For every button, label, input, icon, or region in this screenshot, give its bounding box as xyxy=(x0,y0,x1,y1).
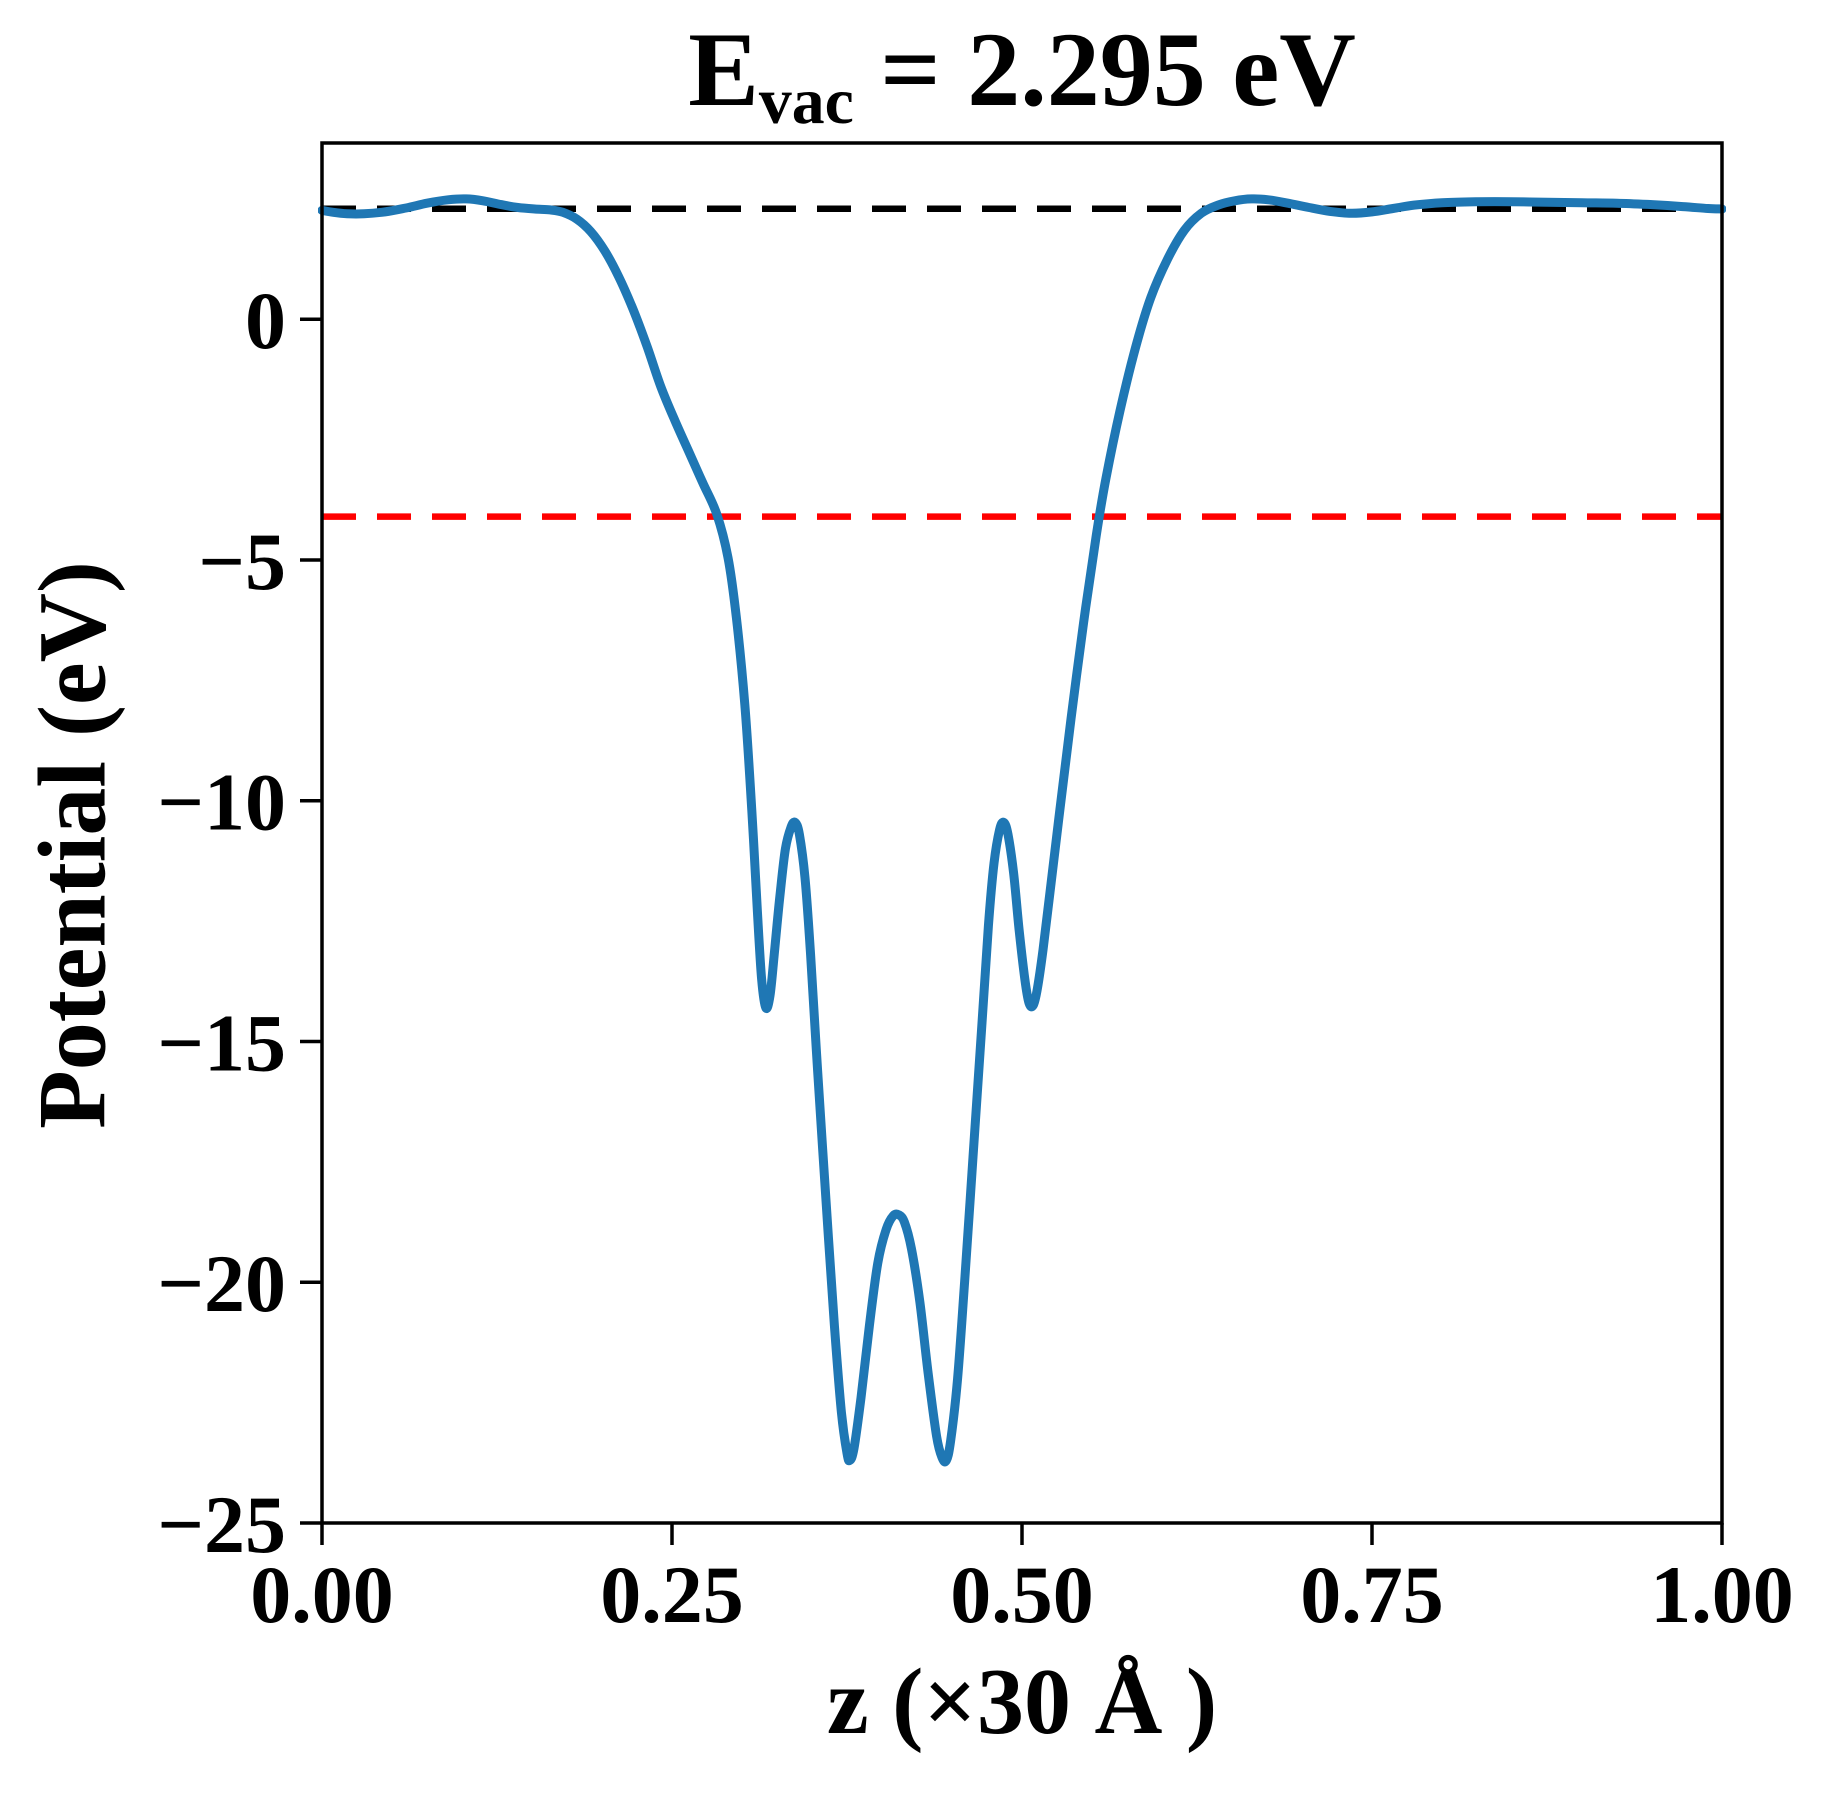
reference-lines-group xyxy=(322,205,1722,520)
y-tick-label: −5 xyxy=(198,516,286,607)
x-axis-ticks-group: 0.00 0.25 0.50 0.75 1.00 xyxy=(250,1523,1794,1640)
y-tick-label: −20 xyxy=(157,1238,286,1329)
x-tick-label: 1.00 xyxy=(1650,1549,1794,1640)
x-tick-label: 0.50 xyxy=(950,1549,1094,1640)
x-tick-label: 0.25 xyxy=(600,1549,744,1640)
axes-frame-group xyxy=(320,141,1724,1525)
title-suffix: = 2.295 eV xyxy=(853,11,1356,128)
x-tick-label: 0.75 xyxy=(1300,1549,1444,1640)
x-tick-label: 0.00 xyxy=(250,1549,394,1640)
y-tick-label: −15 xyxy=(157,997,286,1088)
y-axis-ticks-group: 0 −5 −10 −15 −20 −25 xyxy=(157,275,322,1570)
y-tick-label: 0 xyxy=(245,275,286,366)
planar-averaged-potential xyxy=(318,194,1726,1467)
title-base: E xyxy=(688,11,759,128)
title-subscript: vac xyxy=(758,65,854,139)
potential-curve-group xyxy=(318,194,1726,1467)
y-tick-label: −10 xyxy=(157,757,286,848)
chart-title: Evac = 2.295 eV xyxy=(322,11,1722,137)
x-axis-label: z (×30 Å ) xyxy=(826,1650,1218,1754)
axes-frame xyxy=(320,141,1724,1525)
y-tick-label: −25 xyxy=(157,1479,286,1570)
